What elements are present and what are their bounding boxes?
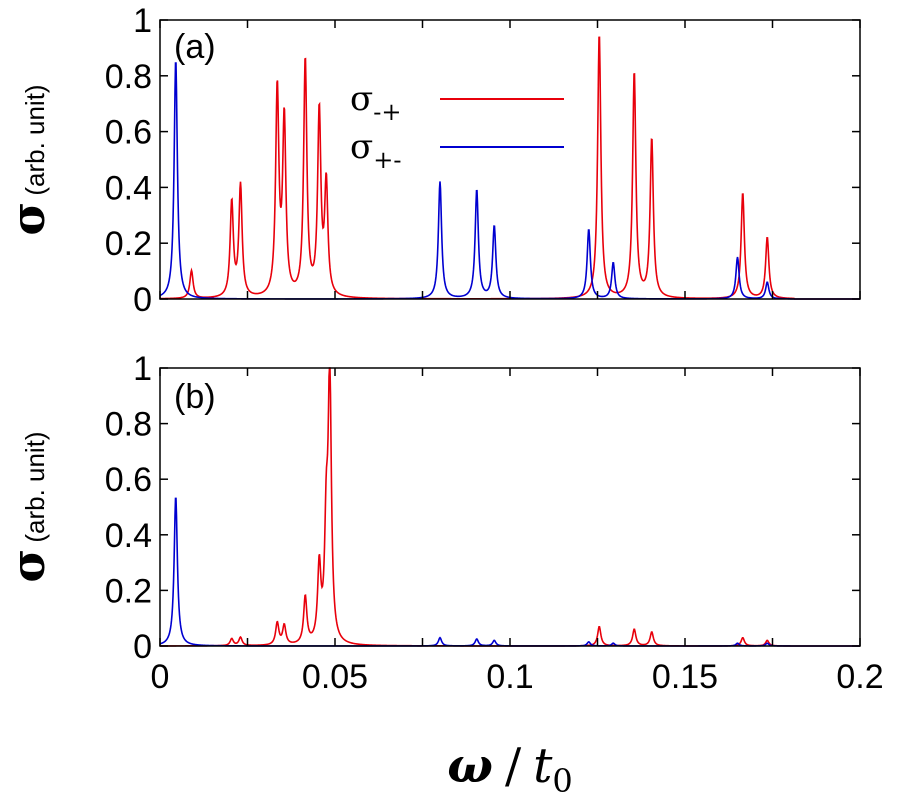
panel-b-ylabel-unit: (arb. unit) [20, 431, 50, 542]
x-tick-label: 0.15 [652, 658, 718, 696]
panel-b-ytick-label: 1 [133, 350, 152, 388]
panel-a-series [159, 36, 860, 300]
panel-b-ytick-label: 0.8 [105, 406, 152, 444]
x-tick-label: 0.2 [836, 658, 883, 696]
x-tick-label: 0 [151, 658, 170, 696]
legend-entry-blue: σ+- [350, 127, 401, 174]
panel-a-ytick-label: 1 [133, 2, 152, 40]
panel-b-series-red [160, 367, 860, 647]
panel-a-ylabel-symbol: σ [1, 202, 55, 236]
panel-b-ytick-label: 0.2 [105, 572, 152, 610]
panel-a: 0 0.2 0.4 0.6 0.8 1 (a) σ (arb. unit) σ-+ σ+- [1, 2, 861, 319]
panel-a-series-red [159, 36, 860, 300]
panel-a-ytick-label: 0.4 [105, 169, 152, 207]
panel-a-ylabel: σ (arb. unit) [1, 84, 55, 235]
panel-b-series-blue [159, 497, 860, 647]
legend-entry-red: σ-+ [350, 79, 401, 126]
x-tick-label: 0.1 [486, 658, 533, 696]
svg-text:σ(arb. unit): σ (arb. unit) [1, 84, 55, 235]
panel-b-ylabel: σ (arb. unit) [1, 431, 55, 582]
panel-b-label: (b) [174, 378, 216, 416]
panel-a-ytick-label: 0.2 [105, 225, 152, 263]
x-tick-label: 0.05 [302, 658, 368, 696]
panel-b-ytick-label: 0 [133, 628, 152, 666]
panel-b-ytick-label: 0.4 [105, 517, 152, 555]
panel-b: 0 0.2 0.4 0.6 0.8 1 0 0.05 0.1 0.15 0.2 (b) σ (arb… [1, 350, 884, 800]
panel-b-series [159, 367, 860, 647]
legend: σ-+ σ+- [350, 79, 564, 174]
panel-a-ytick-label: 0 [133, 281, 152, 319]
panel-a-frame [159, 19, 861, 300]
panel-b-frame [159, 367, 861, 647]
panel-a-label: (a) [174, 28, 216, 66]
panel-a-ylabel-unit: (arb. unit) [20, 84, 50, 195]
x-axis-label: ω / t0 [447, 738, 573, 800]
panel-a-ytick-label: 0.6 [105, 114, 152, 152]
panel-b-ytick-label: 0.6 [105, 461, 152, 499]
panel-a-ytick-label: 0.8 [105, 58, 152, 96]
svg-text:σ(arb. unit): σ (arb. unit) [1, 431, 55, 582]
panel-b-ylabel-symbol: σ [1, 549, 55, 583]
